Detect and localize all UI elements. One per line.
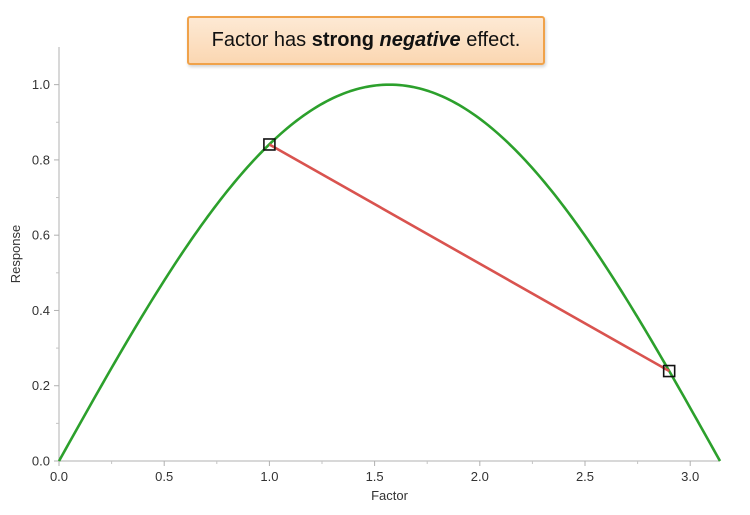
x-tick-label: 2.5	[576, 469, 594, 484]
plot-frame	[58, 47, 720, 462]
annotation-emphasis: negative	[379, 29, 461, 51]
y-tick-label: 0.4	[32, 303, 50, 318]
x-axis-title: Factor	[371, 488, 409, 503]
series-layer	[57, 83, 722, 462]
y-tick-label: 1.0	[32, 77, 50, 92]
y-tick-label: 0.6	[32, 228, 50, 243]
y-tick-label: 0.0	[32, 454, 50, 469]
marker-layer	[263, 138, 676, 378]
annotation-suffix: effect.	[460, 29, 521, 51]
x-tick-label: 0.0	[50, 469, 68, 484]
x-tick-label: 1.5	[366, 469, 384, 484]
y-tick-label: 0.8	[32, 152, 50, 167]
annotation-prefix: Factor has	[211, 29, 312, 51]
point-marker	[263, 138, 276, 151]
annotation-callout: Factor has strong negative effect.	[187, 16, 545, 65]
point-marker	[662, 364, 676, 378]
response-curve	[57, 83, 722, 462]
x-tick-label: 3.0	[681, 469, 699, 484]
x-tick-label: 2.0	[471, 469, 489, 484]
x-axis: 0.0 0.5 1.0 1.5 2.0 2.5 3.0	[50, 461, 699, 484]
x-tick-label: 0.5	[155, 469, 173, 484]
x-tick-label: 1.0	[260, 469, 278, 484]
secant-line	[268, 143, 670, 373]
y-axis-title: Response	[8, 225, 23, 284]
y-axis: 0.0 0.2 0.4 0.6 0.8 1.0	[32, 77, 59, 469]
y-tick-label: 0.2	[32, 378, 50, 393]
annotation-strong: strong	[311, 29, 380, 51]
